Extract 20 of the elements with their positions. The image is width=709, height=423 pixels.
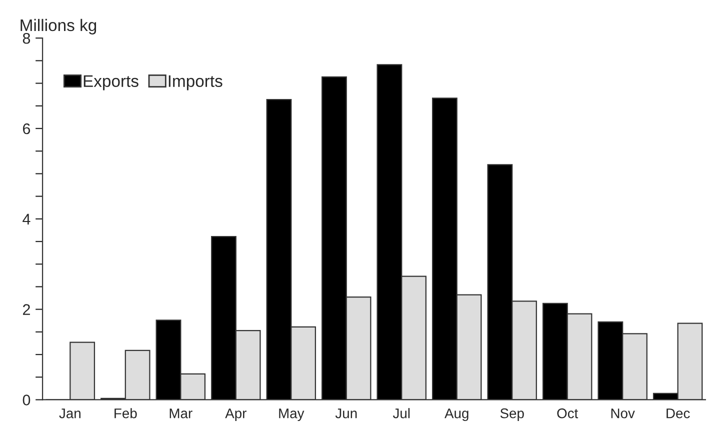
x-tick-label: Apr	[225, 408, 246, 422]
x-tick-label: Oct	[557, 408, 578, 418]
x-tick-label: Sep	[500, 408, 524, 422]
x-tick-label: Jul	[392, 408, 410, 418]
x-tick-label: May	[279, 408, 304, 422]
x-tick-label: Nov	[611, 408, 635, 418]
y-tick-label: 6	[23, 123, 30, 134]
y-tick-label: 8	[22, 32, 30, 44]
y-tick-label: 4	[22, 214, 30, 224]
x-tick-label: Feb	[114, 408, 137, 418]
y-tick-label: 2	[23, 304, 30, 315]
x-tick-label: Jan	[59, 408, 80, 418]
x-tick-label: Aug	[444, 408, 468, 422]
y-tick-label: 0	[22, 394, 30, 406]
x-tick-label: Jun	[335, 408, 357, 418]
y-axis-title: Millions kg	[20, 18, 96, 34]
x-tick-label: Dec	[666, 408, 690, 418]
x-tick-label: Mar	[170, 408, 192, 418]
legend-label: Exports	[84, 75, 138, 90]
legend-label: Imports	[168, 75, 222, 90]
